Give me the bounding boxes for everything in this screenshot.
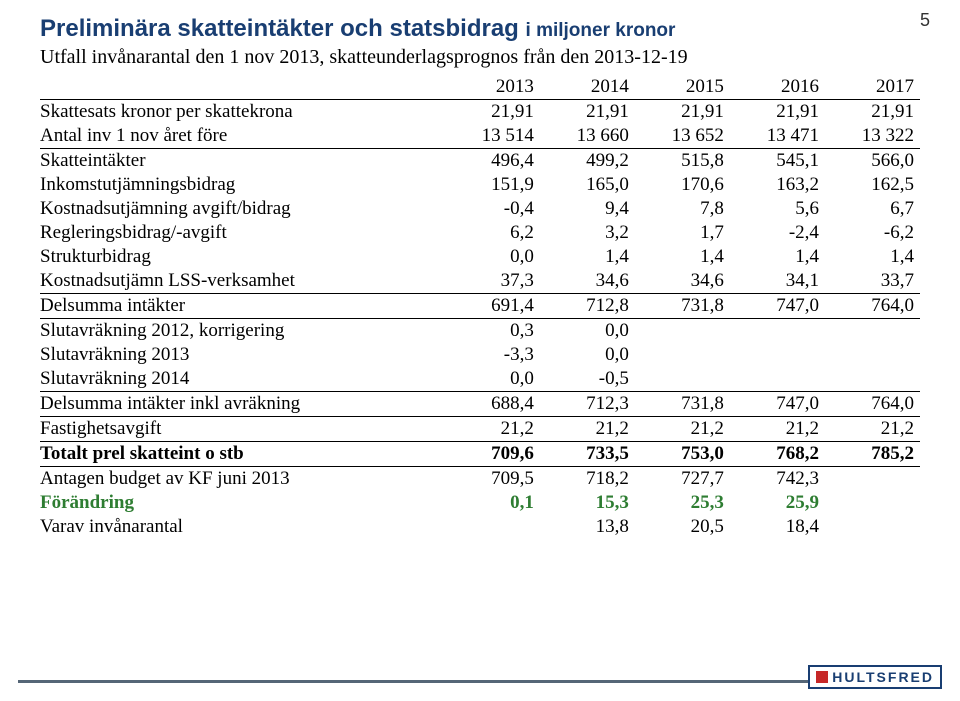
table-row: Varav invånarantal 13,8 20,5 18,4 [40,515,920,539]
title-sub: i miljoner kronor [526,20,676,41]
table-row: Delsumma intäkter inkl avräkning 688,4 7… [40,391,920,416]
table-row: Delsumma intäkter 691,4 712,8 731,8 747,… [40,293,920,318]
page-number: 5 [920,10,930,31]
table-row: Kostnadsutjämn LSS-verksamhet 37,3 34,6 … [40,269,920,294]
table-row: Slutavräkning 2013 -3,3 0,0 [40,343,920,367]
row-label: Varav invånarantal [40,515,445,539]
table-row: Antal inv 1 nov året före 13 514 13 660 … [40,124,920,149]
row-label: Förändring [40,491,445,515]
table-row: Slutavräkning 2014 0,0 -0,5 [40,367,920,392]
table-row: Fastighetsavgift 21,2 21,2 21,2 21,2 21,… [40,416,920,441]
row-label: Antagen budget av KF juni 2013 [40,466,445,491]
footer-divider [18,680,942,683]
table-row: Antagen budget av KF juni 2013 709,5 718… [40,466,920,491]
table-row: Inkomstutjämningsbidrag 151,9 165,0 170,… [40,173,920,197]
logo-text: HULTSFRED [832,669,934,685]
table-row: Skatteintäkter 496,4 499,2 515,8 545,1 5… [40,148,920,173]
title-main: Preliminära skatteintäkter och statsbidr… [40,15,519,42]
year-col: 2016 [730,75,825,100]
row-label: Skatteintäkter [40,148,445,173]
table-row: Kostnadsutjämning avgift/bidrag -0,4 9,4… [40,197,920,221]
title: Preliminära skatteintäkter och statsbidr… [40,15,920,44]
header-row: 2013 2014 2015 2016 2017 [40,75,920,100]
table-row: Strukturbidrag 0,0 1,4 1,4 1,4 1,4 [40,245,920,269]
table-row: Skattesats kronor per skattekrona 21,91 … [40,99,920,124]
subtitle: Utfall invånarantal den 1 nov 2013, skat… [40,46,920,69]
year-col: 2014 [540,75,635,100]
row-label: Totalt prel skatteint o stb [40,441,445,466]
hultsfred-logo: HULTSFRED [808,665,942,689]
logo-square-icon [816,671,828,683]
row-label: Delsumma intäkter [40,293,445,318]
table-row: Förändring 0,1 15,3 25,3 25,9 [40,491,920,515]
year-col: 2017 [825,75,920,100]
row-label: Delsumma intäkter inkl avräkning [40,391,445,416]
row-label: Slutavräkning 2012, korrigering [40,318,445,343]
year-col: 2013 [445,75,540,100]
row-label: Skattesats kronor per skattekrona [40,99,445,124]
row-label: Strukturbidrag [40,245,445,269]
row-label: Kostnadsutjämning avgift/bidrag [40,197,445,221]
year-col: 2015 [635,75,730,100]
row-label: Slutavräkning 2013 [40,343,445,367]
row-label: Inkomstutjämningsbidrag [40,173,445,197]
table-row: Regleringsbidrag/-avgift 6,2 3,2 1,7 -2,… [40,221,920,245]
slide-container: 5 Preliminära skatteintäkter och statsbi… [0,0,960,701]
data-table: 2013 2014 2015 2016 2017 Skattesats kron… [40,75,920,539]
row-label: Antal inv 1 nov året före [40,124,445,149]
table-row: Slutavräkning 2012, korrigering 0,3 0,0 [40,318,920,343]
row-label: Slutavräkning 2014 [40,367,445,392]
row-label: Fastighetsavgift [40,416,445,441]
row-label: Kostnadsutjämn LSS-verksamhet [40,269,445,294]
row-label: Regleringsbidrag/-avgift [40,221,445,245]
table-row-total: Totalt prel skatteint o stb 709,6 733,5 … [40,441,920,466]
